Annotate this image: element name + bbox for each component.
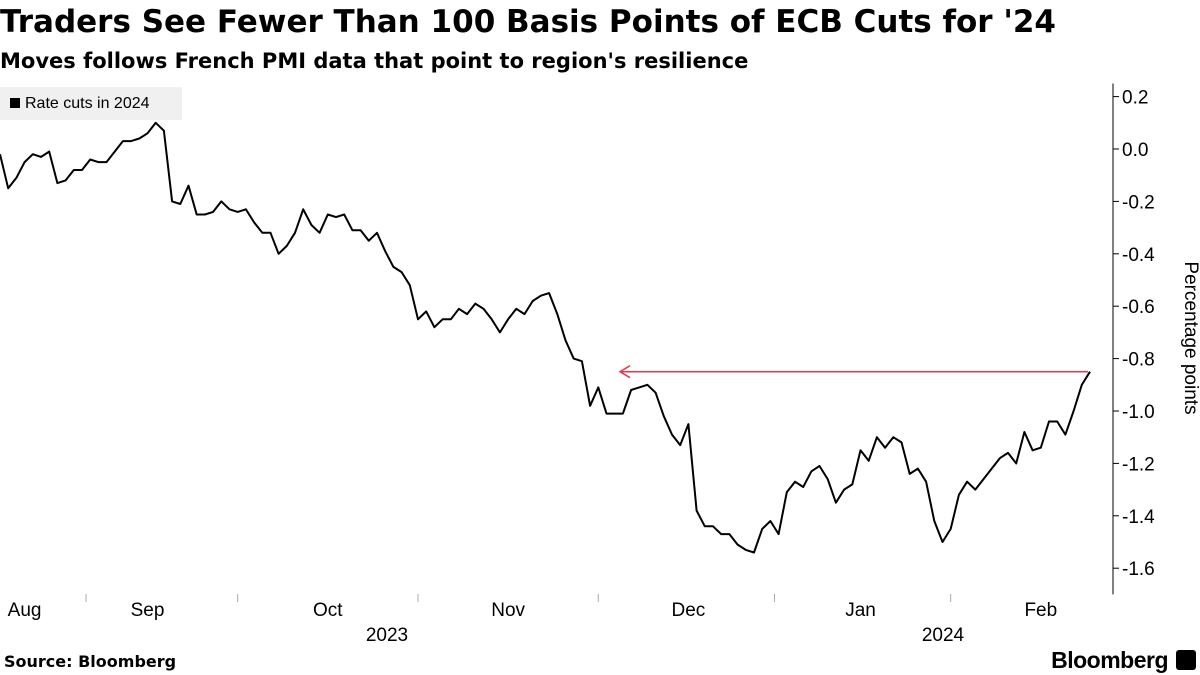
y-tick-label: -0.8 <box>1122 350 1155 371</box>
x-tick-label: Jan <box>845 600 876 621</box>
y-tick-label: -0.2 <box>1122 192 1155 213</box>
x-tick-label: Aug <box>8 600 42 621</box>
series-line <box>0 121 1091 554</box>
y-tick-label: -1.6 <box>1122 559 1155 580</box>
source: Source: Bloomberg <box>4 652 176 671</box>
legend-box <box>0 87 182 120</box>
x-tick-label: Sep <box>131 600 165 621</box>
y-tick-label: -1.2 <box>1122 454 1155 475</box>
annotation-arrow-head <box>618 365 631 379</box>
chart-title: Traders See Fewer Than 100 Basis Points … <box>0 4 1056 40</box>
brand-icon <box>1176 650 1196 670</box>
brand: Bloomberg <box>1051 647 1168 673</box>
year-label: 2024 <box>922 625 965 646</box>
legend-swatch <box>10 98 20 108</box>
x-tick-label: Nov <box>491 600 525 621</box>
y-tick-label: -1.0 <box>1122 402 1155 423</box>
chart-subtitle: Moves follows French PMI data that point… <box>0 49 748 73</box>
y-tick-label: 0.0 <box>1122 140 1148 161</box>
x-tick-label: Oct <box>313 600 343 621</box>
y-axis-title: Percentage points <box>1180 261 1200 414</box>
y-tick-label: -0.6 <box>1122 297 1155 318</box>
y-tick-label: -1.4 <box>1122 507 1155 528</box>
x-tick-label: Feb <box>1024 600 1057 621</box>
year-label: 2023 <box>366 625 408 646</box>
y-tick-label: -0.4 <box>1122 245 1155 266</box>
y-tick-label: 0.2 <box>1122 88 1148 109</box>
x-tick-label: Dec <box>672 600 706 621</box>
legend-label: Rate cuts in 2024 <box>25 95 150 112</box>
